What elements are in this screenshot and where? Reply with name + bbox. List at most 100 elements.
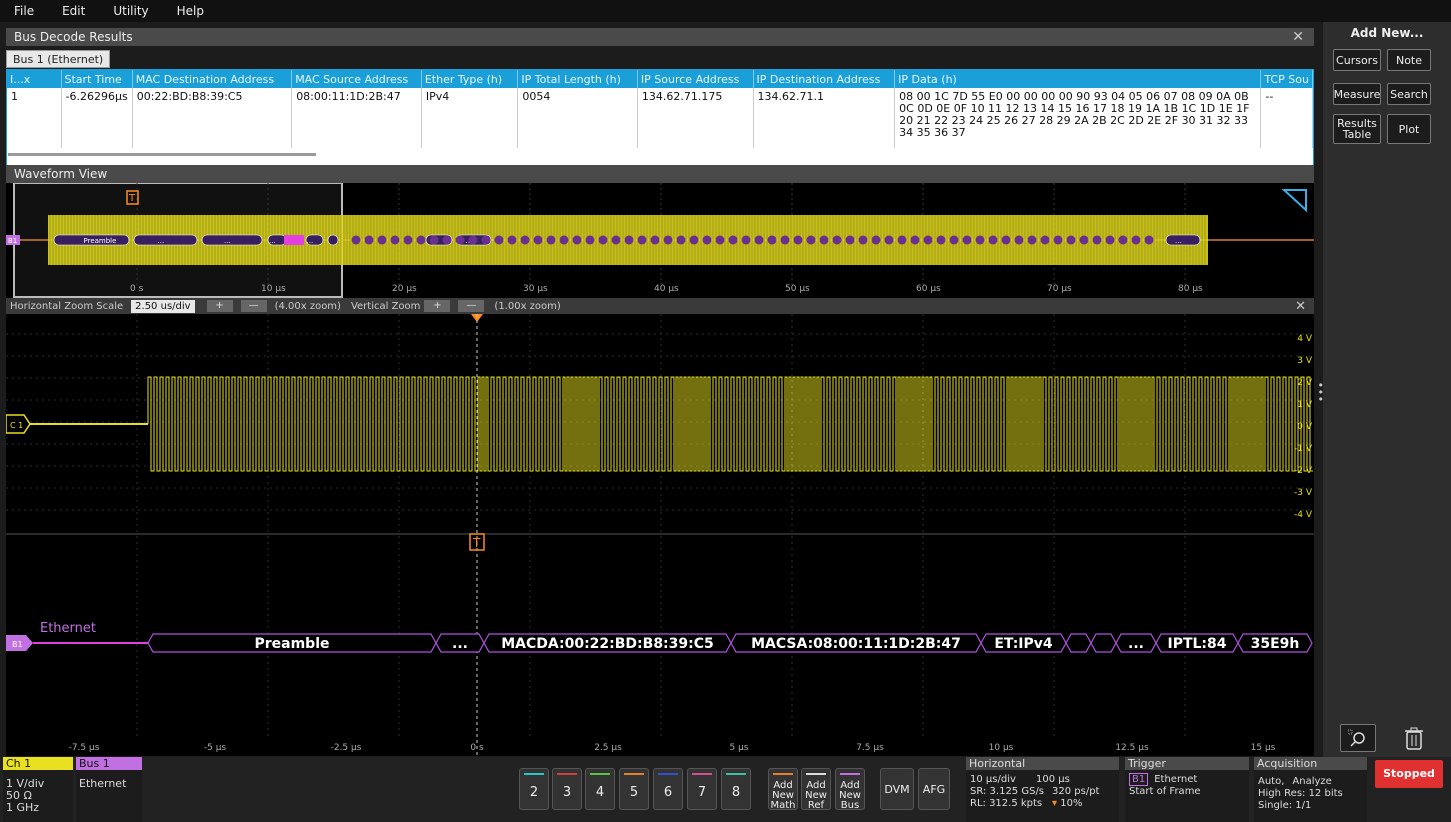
overview-packet-dot — [650, 235, 660, 245]
overview-packet — [305, 234, 324, 246]
add-new-math-button[interactable]: Add New Math — [768, 768, 798, 811]
decode-table-header: I...x Start Time MAC Destination Address… — [7, 70, 1313, 88]
h-zoom-plus-button[interactable]: + — [206, 300, 233, 312]
decode-field-label: 35E9h — [1251, 636, 1300, 652]
add-ref-l1: Add — [806, 780, 826, 791]
overview-packet — [201, 234, 263, 246]
h-position-icon: ▾ — [1052, 798, 1058, 809]
search-button[interactable]: Search — [1387, 83, 1431, 105]
afg-button[interactable]: AFG — [918, 768, 950, 810]
add-new-bus-button[interactable]: Add New Bus — [835, 768, 865, 811]
col-tcp-src[interactable]: TCP Sou — [1260, 70, 1313, 88]
menu-edit[interactable]: Edit — [62, 4, 86, 18]
acquisition-badge[interactable]: Acquisition Auto, Analyze High Res: 12 bi… — [1254, 757, 1367, 822]
v-zoom-label: Vertical Zoom — [350, 300, 421, 312]
col-ip-src[interactable]: IP Source Address — [637, 70, 754, 88]
h-zoom-factor: (4.00x zoom) — [274, 300, 341, 312]
menu-utility[interactable]: Utility — [113, 4, 149, 18]
table-horizontal-scrollbar[interactable] — [8, 153, 316, 156]
dvm-button[interactable]: DVM — [880, 768, 914, 810]
channel-3-color — [557, 773, 577, 775]
trigger-marker[interactable] — [469, 533, 485, 551]
decode-field[interactable] — [1065, 633, 1092, 653]
bus-handle[interactable] — [6, 635, 33, 651]
h-zoom-scale-field[interactable]: 2.50 us/div — [131, 299, 195, 313]
cell-start-time: -6.26296µs — [61, 88, 133, 148]
ch1-trace — [147, 376, 1313, 472]
plot-button[interactable]: Plot — [1387, 114, 1431, 144]
h-sample-rate: SR: 3.125 GS/s — [970, 786, 1045, 797]
overview-trigger-marker[interactable] — [126, 190, 139, 205]
close-zoom-icon[interactable]: ✕ — [1295, 298, 1306, 314]
trash-icon[interactable] — [1401, 726, 1429, 752]
overview-packet-dot — [910, 235, 920, 245]
channel-7-button[interactable]: 7 — [687, 768, 717, 810]
table-row[interactable]: 1 -6.26296µs 00:22:BD:B8:39:C5 08:00:11:… — [7, 88, 1313, 148]
menu-bar: File Edit Utility Help — [0, 0, 1451, 22]
overview-packet-label: ... — [224, 237, 231, 245]
trigger-position-marker[interactable] — [471, 314, 483, 322]
cursors-button[interactable]: Cursors — [1333, 49, 1381, 71]
add-new-ref-button[interactable]: Add New Ref — [801, 768, 831, 811]
channel-5-button[interactable]: 5 — [619, 768, 649, 810]
h-scale: 10 µs/div — [970, 774, 1016, 785]
decode-field[interactable] — [1237, 633, 1313, 653]
bus1-badge[interactable]: Bus 1 Ethernet — [76, 757, 142, 822]
time-tick-label: 7.5 µs — [856, 743, 884, 753]
waveform-svg: 4 V 3 V 2 V 1 V 0 V -1 V -2 V -3 V -4 V C 1 T Et… — [5, 314, 1314, 756]
time-tick-label: 12.5 µs — [1115, 743, 1149, 753]
ch1-bandwidth: 1 GHz — [6, 801, 40, 814]
ch1-badge[interactable]: Ch 1 1 V/div 50 Ω 1 GHz — [3, 757, 73, 822]
col-mac-src[interactable]: MAC Source Address — [291, 70, 422, 88]
col-start-time[interactable]: Start Time — [61, 70, 133, 88]
overview-packet-dot — [676, 235, 686, 245]
zoomed-waveform[interactable]: 4 V 3 V 2 V 1 V 0 V -1 V -2 V -3 V -4 V C 1 T Et… — [5, 314, 1324, 756]
cell-ip-data: 08 00 1C 7D 55 E0 00 00 00 00 90 93 04 0… — [894, 88, 1262, 148]
measure-button[interactable]: Measure — [1333, 83, 1381, 105]
overview-highlight — [284, 235, 304, 245]
overview-tick-label: 50 µs — [785, 284, 810, 294]
v-zoom-minus-button[interactable]: — — [458, 300, 485, 312]
col-ip-dest[interactable]: IP Destination Address — [753, 70, 896, 88]
add-new-title: Add New... — [1350, 26, 1424, 40]
col-index[interactable]: I...x — [7, 70, 62, 88]
horizontal-badge[interactable]: Horizontal 10 µs/div 100 µs SR: 3.125 GS/… — [966, 757, 1119, 822]
v-zoom-plus-button[interactable]: + — [424, 300, 451, 312]
side-menu-dots-icon[interactable]: • • • — [1317, 379, 1325, 406]
overview-packet-dot — [897, 235, 907, 245]
channel-3-button[interactable]: 3 — [552, 768, 582, 810]
channel-7-label: 7 — [697, 785, 707, 800]
overview-waveform[interactable]: Preamble..................... B1 T 0 s10… — [6, 182, 1317, 298]
overview-packet-label: ... — [269, 237, 276, 245]
menu-file[interactable]: File — [14, 4, 35, 18]
close-bus-decode-icon[interactable]: ✕ — [1292, 29, 1304, 45]
col-ip-data[interactable]: IP Data (h) — [894, 70, 1262, 88]
menu-help[interactable]: Help — [176, 4, 204, 18]
channel-7-color — [692, 773, 712, 775]
note-button[interactable]: Note — [1387, 49, 1431, 71]
channel-6-label: 6 — [663, 785, 673, 800]
results-table-button[interactable]: Results Table — [1333, 114, 1381, 144]
channel-8-button[interactable]: 8 — [721, 768, 751, 810]
overview-packet — [133, 234, 198, 246]
channel-4-button[interactable]: 4 — [585, 768, 615, 810]
run-stop-button[interactable]: Stopped — [1375, 760, 1443, 788]
trigger-badge[interactable]: Trigger B1 Ethernet Start of Frame — [1125, 757, 1249, 822]
col-ip-total-length[interactable]: IP Total Length (h) — [517, 70, 638, 88]
channel-2-button[interactable]: 2 — [519, 768, 549, 810]
zoom-icon[interactable] — [1340, 724, 1376, 752]
overview-packet — [1165, 234, 1201, 246]
overview-corner-icon[interactable] — [1281, 189, 1307, 213]
bus-tab[interactable]: Bus 1 (Ethernet) — [6, 50, 111, 68]
ch1-offset-handle[interactable] — [5, 414, 31, 434]
h-zoom-minus-button[interactable]: — — [240, 300, 267, 312]
col-ether-type[interactable]: Ether Type (h) — [421, 70, 519, 88]
decode-field[interactable] — [1090, 633, 1117, 653]
overview-packet-dot — [715, 235, 725, 245]
overview-packet-dot — [598, 235, 608, 245]
col-mac-dest[interactable]: MAC Destination Address — [132, 70, 293, 88]
decode-table: I...x Start Time MAC Destination Address… — [6, 69, 1314, 173]
channel-6-button[interactable]: 6 — [653, 768, 683, 810]
channel-6-color — [658, 773, 678, 775]
cell-ether-type: IPv4 — [421, 88, 519, 148]
